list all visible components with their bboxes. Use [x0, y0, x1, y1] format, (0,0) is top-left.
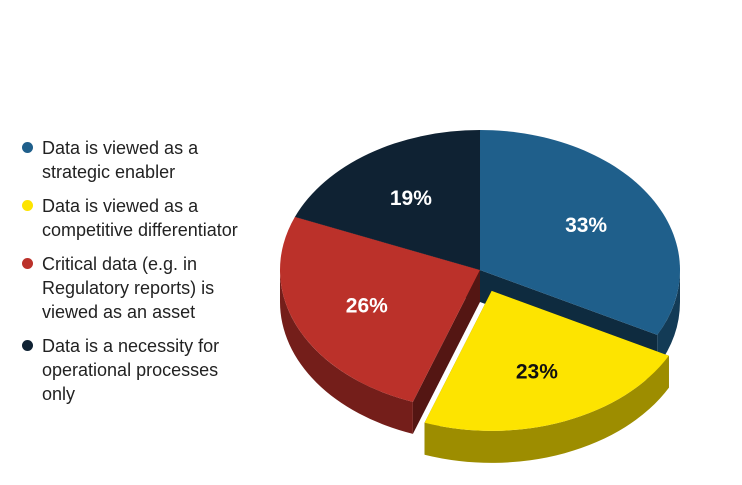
legend-item-strategic-enabler: Data is viewed as a strategic enabler — [22, 136, 252, 184]
legend-label: Data is viewed as a competitive differen… — [42, 196, 238, 240]
slice-value-label: 23% — [516, 361, 558, 384]
pie-slice-2 — [424, 290, 669, 431]
legend-label: Critical data (e.g. in Regulatory report… — [42, 254, 215, 322]
chart-legend: Data is viewed as a strategic enabler Da… — [22, 136, 252, 416]
legend-marker-icon — [22, 200, 33, 211]
legend-item-operational-necessity: Data is a necessity for operational proc… — [22, 334, 252, 406]
pie-top-layer — [279, 130, 680, 431]
pie-label-layer: 33% 23% 26% 19% — [346, 187, 608, 384]
slice-value-label: 19% — [390, 187, 432, 210]
pie-side-wall — [657, 270, 680, 367]
legend-marker-icon — [22, 258, 33, 269]
legend-item-competitive-differentiator: Data is viewed as a competitive differen… — [22, 194, 252, 242]
pie-side-wall — [280, 270, 413, 434]
pie-slice-1 — [480, 130, 680, 335]
legend-label: Data is viewed as a strategic enabler — [42, 138, 199, 182]
pie-side-wall — [424, 355, 669, 463]
pie-slice-4 — [294, 130, 480, 270]
legend-label: Data is a necessity for operational proc… — [42, 336, 220, 404]
pie-slice-3 — [279, 216, 480, 402]
legend-marker-icon — [22, 142, 33, 153]
slice-value-label: 33% — [565, 214, 607, 237]
legend-item-critical-data-asset: Critical data (e.g. in Regulatory report… — [22, 252, 252, 324]
pie-cut-wall — [412, 270, 480, 434]
legend-marker-icon — [22, 340, 33, 351]
slice-value-label: 26% — [346, 294, 388, 317]
